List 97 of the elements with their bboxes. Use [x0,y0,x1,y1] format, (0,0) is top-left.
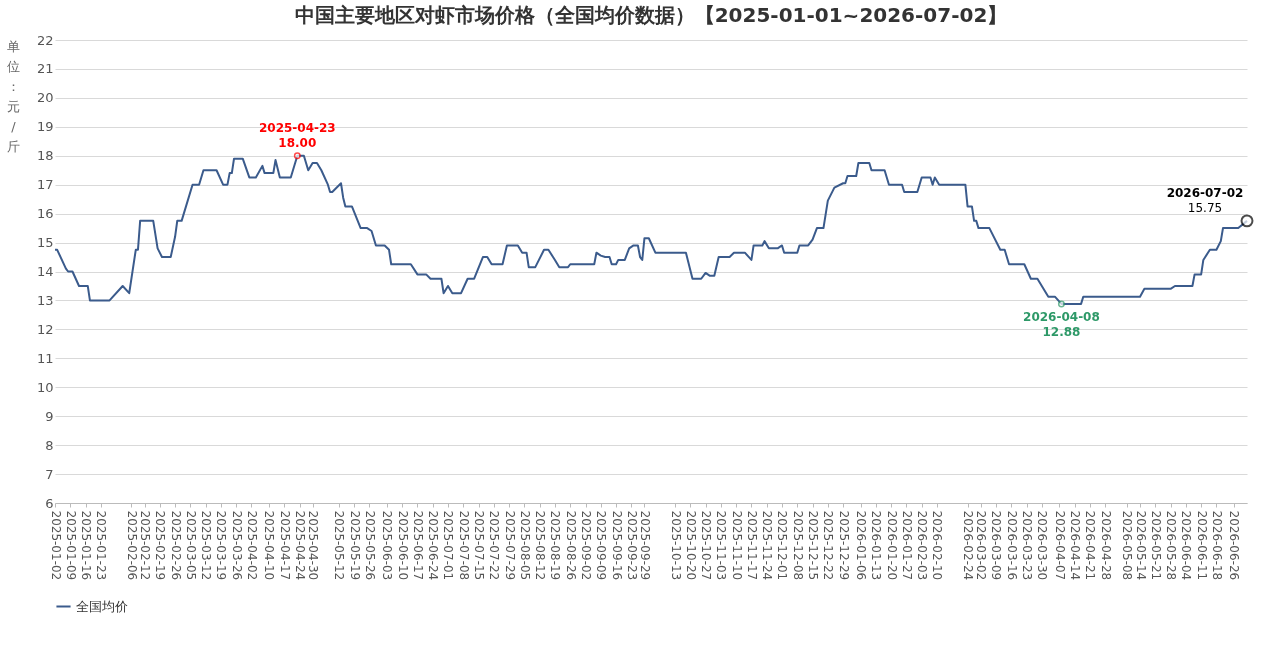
x-tick-label: 2025-01-16 [79,510,94,581]
x-tick-label: 2025-02-06 [124,510,139,581]
x-tick-label: 2025-04-24 [293,510,308,581]
y-tick-label: 21 [36,61,54,77]
x-tick-label: 2025-11-03 [714,510,729,581]
x-tick-label: 2025-10-20 [683,510,698,581]
x-tick-label: 2025-06-10 [395,510,410,581]
x-tick-label: 2025-11-10 [729,510,744,581]
y-tick-label: 20 [36,90,54,106]
x-tick-label: 2026-04-07 [1052,510,1067,581]
x-tick-label: 2026-03-09 [989,510,1004,581]
y-tick-label: 12 [36,321,54,337]
x-tick-label: 2025-01-02 [48,510,63,581]
x-tick-label: 2026-05-14 [1133,510,1148,581]
y-tick-label: 9 [45,408,54,424]
x-tick-label: 2025-03-05 [183,510,198,581]
x-tick-label: 2025-01-23 [94,510,109,581]
x-tick-label: 2026-03-02 [974,510,989,581]
y-tick-label: 10 [36,379,54,395]
x-tick-label: 2026-03-16 [1004,510,1019,581]
y-tick-label: 18 [36,148,54,164]
x-tick-label: 2025-07-29 [502,510,517,581]
x-tick-label: 2026-01-27 [899,510,914,581]
annotation: 2025-04-23 18.00 [258,120,336,150]
y-tick-label: 17 [36,177,54,193]
x-tick-label: 2025-01-09 [63,510,78,581]
y-tick-label: 8 [45,437,54,453]
annotation: 2026-07-02 15.75 [1166,185,1244,215]
x-tick-label: 2025-09-09 [594,510,609,581]
x-tick-label: 2025-08-19 [548,510,563,581]
x-tick-label: 2026-04-21 [1083,510,1098,581]
x-tick-label: 2026-01-06 [854,510,869,581]
x-tick-label: 2025-12-08 [790,510,805,581]
x-tick-label: 2026-01-13 [869,510,884,581]
x-tick-label: 2025-05-26 [362,510,377,581]
y-tick-label: 13 [36,292,54,308]
x-tick-label: 2025-03-19 [214,510,229,581]
y-tick-label: 22 [36,32,54,48]
x-tick-label: 2025-09-29 [637,510,652,581]
y-tick-label: 6 [45,495,54,511]
x-tick-label: 2025-07-22 [487,510,502,581]
x-tick-label: 2026-03-23 [1020,510,1034,581]
x-tick-label: 2026-05-21 [1148,510,1163,581]
y-tick-label: 16 [36,206,54,222]
x-tick-label: 2026-06-04 [1179,510,1194,581]
legend-label: 全国均价 [76,598,128,614]
x-tick-label: 2026-05-08 [1120,510,1135,581]
x-tick-label: 2026-04-14 [1068,510,1083,581]
x-tick-label: 2025-03-12 [199,510,214,581]
y-tick-label: 19 [36,119,54,135]
x-tick-label: 2025-04-30 [306,510,321,581]
y-tick-label: 7 [45,466,54,482]
chart-title: 中国主要地区对虾市场价格（全国均价数据）【2025-01-01~2026-07-02】 [294,3,1008,27]
x-tick-label: 2025-09-23 [624,510,639,581]
x-tick-label: 2025-06-03 [380,510,395,581]
x-tick-label: 2026-04-28 [1098,510,1113,581]
annotation: 2026-04-08 12.88 [1023,309,1100,339]
x-tick-label: 2025-02-19 [153,510,168,581]
x-tick-label: 2025-05-19 [347,510,362,581]
x-tick-label: 2025-08-26 [563,510,578,581]
x-tick-label: 2025-12-22 [821,510,836,581]
y-tick-label: 15 [36,235,54,251]
x-tick-label: 2025-05-12 [332,510,347,581]
x-tick-label: 2026-05-28 [1164,510,1179,581]
x-tick-label: 2025-07-15 [472,510,487,581]
x-tick-label: 2025-12-29 [836,510,851,581]
y-tick-label: 11 [36,350,54,366]
x-tick-label: 2026-03-30 [1035,510,1050,581]
x-tick-label: 2026-06-26 [1227,510,1242,581]
x-tick-label: 2025-02-12 [138,510,153,581]
y-axis-title: 单位：元/斤 [7,38,20,154]
x-tick-label: 2025-10-27 [699,510,714,581]
x-tick-label: 2025-10-13 [668,510,683,581]
x-tick-label: 2025-03-26 [229,510,244,581]
x-tick-label: 2025-06-24 [426,510,441,581]
x-tick-label: 2025-09-16 [609,510,624,581]
x-tick-label: 2026-02-10 [930,510,945,581]
x-tick-label: 2025-11-17 [744,510,759,581]
x-tick-label: 2025-07-01 [441,510,456,581]
x-tick-label: 2026-06-18 [1209,510,1224,581]
x-tick-label: 2025-12-01 [775,510,790,581]
x-tick-label: 2025-08-12 [533,510,548,581]
x-tick-label: 2025-04-02 [244,510,259,581]
x-tick-label: 2025-08-05 [517,510,532,581]
x-tick-label: 2026-02-24 [961,510,976,581]
x-tick-label: 2026-01-20 [884,510,899,581]
y-tick-label: 14 [36,264,54,279]
x-tick-label: 2025-11-24 [760,510,775,581]
x-tick-label: 2025-07-08 [456,510,471,581]
x-tick-label: 2025-06-17 [410,510,425,581]
x-tick-label: 2026-06-11 [1194,510,1209,581]
x-tick-label: 2025-02-26 [168,510,183,581]
x-tick-label: 2025-12-15 [806,510,821,581]
x-tick-label: 2025-04-10 [262,510,277,581]
x-tick-label: 2025-09-02 [579,510,594,581]
x-tick-label: 2026-02-03 [915,510,930,581]
x-tick-label: 2025-04-17 [277,510,292,581]
